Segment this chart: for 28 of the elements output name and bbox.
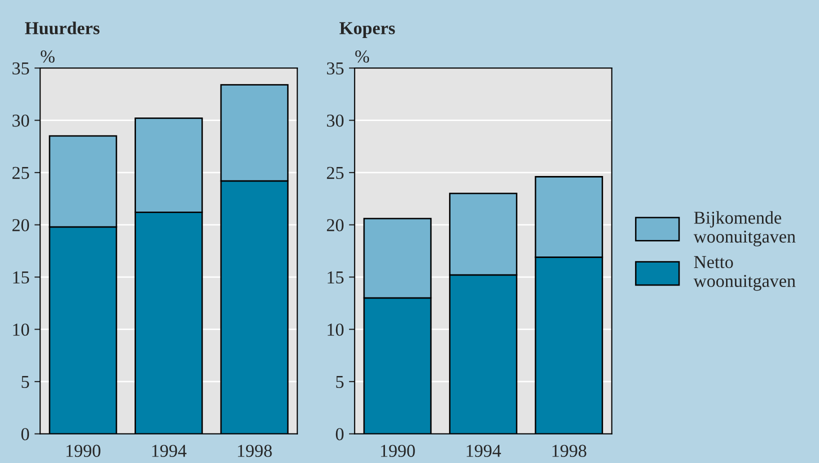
y-axis-title: % [355,50,370,63]
y-tick-label: 15 [13,271,30,284]
y-tick-label: 5 [22,376,30,388]
y-tick-label: 30 [327,114,344,127]
y-tick-label: 10 [13,324,30,336]
y-tick-label: 25 [326,166,344,180]
y-tick-label: 20 [12,219,30,232]
x-tick-label: 1994 [466,444,501,457]
y-tick-label: 5 [336,376,344,388]
x-tick-label: 1998 [552,444,586,457]
legend-label: Netto woonuitgaven [694,256,796,291]
x-tick-label: 1990 [381,444,415,457]
y-tick-label: 25 [12,166,30,180]
y-tick-label: 15 [328,271,344,284]
y-tick-label: 30 [12,114,30,127]
y-tick-label: 35 [327,62,344,75]
y-tick-label: 0 [336,428,344,440]
y-tick-label: 20 [326,219,344,232]
y-axis-title: % [40,50,55,63]
chart-title: Kopers [340,22,395,38]
y-tick-label: 35 [12,62,30,75]
x-tick-label: 1994 [152,444,186,457]
x-tick-label: 1998 [238,444,272,457]
chart-title: Huurders [25,22,100,34]
y-tick-label: 0 [21,428,30,440]
y-tick-label: 10 [328,324,344,336]
x-tick-label: 1990 [66,444,100,457]
legend-label: Bijkomende woonuitgaven [694,211,796,246]
